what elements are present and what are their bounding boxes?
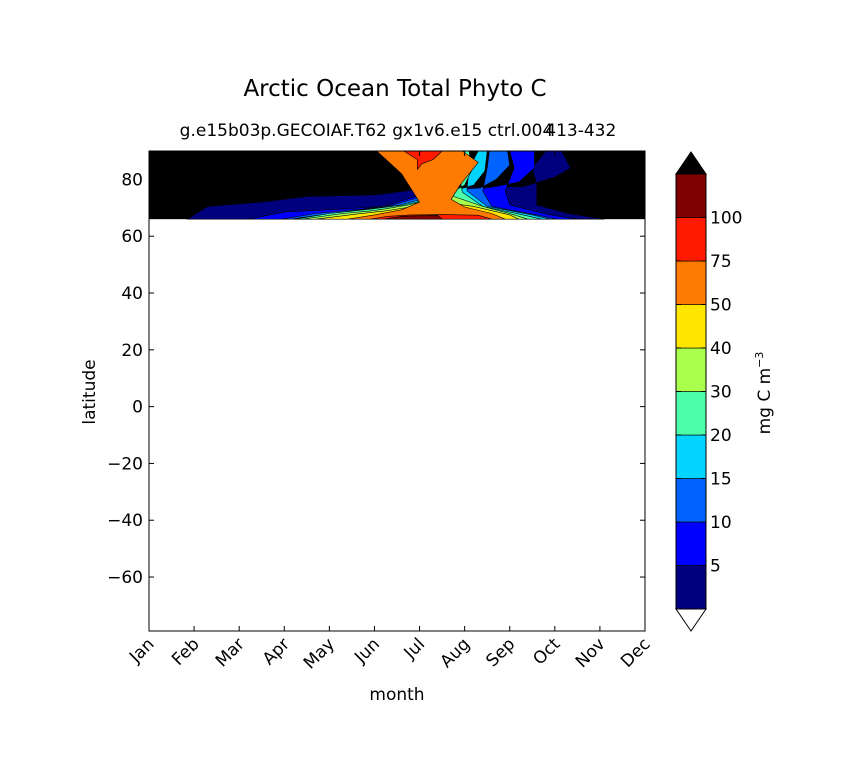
y-tick-label: 0 [132,398,143,418]
y-tick-label: 80 [121,170,143,190]
colorbar-band-4 [675,391,707,436]
colorbar-tick-label: 5 [710,557,721,577]
colorbar-tick-label: 10 [710,513,732,533]
x-tick-label: Nov [572,634,610,672]
contour-band-10 [383,214,443,220]
colorbar-tick-label: 75 [710,252,732,272]
y-tick-label: −20 [107,454,143,474]
colorbar-band-9 [675,173,707,218]
chart-subtitle: g.e15b03p.GECOIAF.T62 gx1v6.e15 ctrl.004… [0,121,798,141]
y-axis-label: latitude [80,359,100,424]
colorbar-band-7 [675,260,707,305]
x-tick-label: May [300,634,339,673]
x-tick-label: Sep [482,634,519,671]
colorbar-band-6 [675,304,707,349]
colorbar-tick-label: 100 [710,209,742,229]
colorbar-tick-label: 30 [710,383,732,403]
colorbar-band-0 [675,565,707,610]
contour-band-1 [248,150,578,220]
colorbar: 5 10 15 20 30 40 50 75 100 [675,151,742,632]
x-tick-label: Jun [350,634,384,668]
colorbar-band-2 [675,478,707,523]
y-tick-label: 20 [121,341,143,361]
y-tick-label: −60 [107,568,143,588]
contour-plot [149,150,645,220]
colorbar-tick-label: 15 [710,470,732,490]
colorbar-label-text: mg C m [754,367,775,435]
colorbar-label: mg C m−3 [753,352,775,435]
colorbar-band-1 [675,521,707,566]
colorbar-band-8 [675,217,707,262]
colorbar-band-3 [675,434,707,479]
chart-title: Arctic Ocean Total Phyto C [243,76,547,102]
plot-frame [148,150,646,632]
x-tick-label: Jul [400,634,429,663]
x-tick-label: Dec [617,634,654,671]
chart-subtitle-main: g.e15b03p.GECOIAF.T62 gx1v6.e15 ctrl.004 [179,121,554,141]
chart-subtitle-overlap: 413-432 [545,121,617,141]
x-tick-label: Apr [259,634,294,669]
y-tick-label: 40 [121,284,143,304]
colorbar-band-5 [675,347,707,392]
contour-band-7 [347,150,506,220]
x-tick-label: Aug [437,634,475,672]
y-tick-label: −40 [107,511,143,531]
colorbar-label-exponent: −3 [753,351,767,368]
x-tick-label: Mar [212,634,249,671]
colorbar-tick-label: 50 [710,296,732,316]
contour-band-2 [281,150,558,220]
x-tick-label: Feb [168,634,203,669]
x-tick-label: Jan [125,634,158,667]
colorbar-tick-label: 20 [710,426,732,446]
y-tick-label: 60 [121,227,143,247]
colorbar-extend-max [675,151,707,175]
colorbar-extend-min [675,608,707,632]
axes: 80 60 40 20 0 −20 −40 −60 Jan Feb Mar Apr May Jun Jul A… [107,150,655,673]
x-axis-label: month [369,685,424,705]
x-tick-label: Oct [529,634,564,669]
colorbar-tick-label: 40 [710,339,732,359]
